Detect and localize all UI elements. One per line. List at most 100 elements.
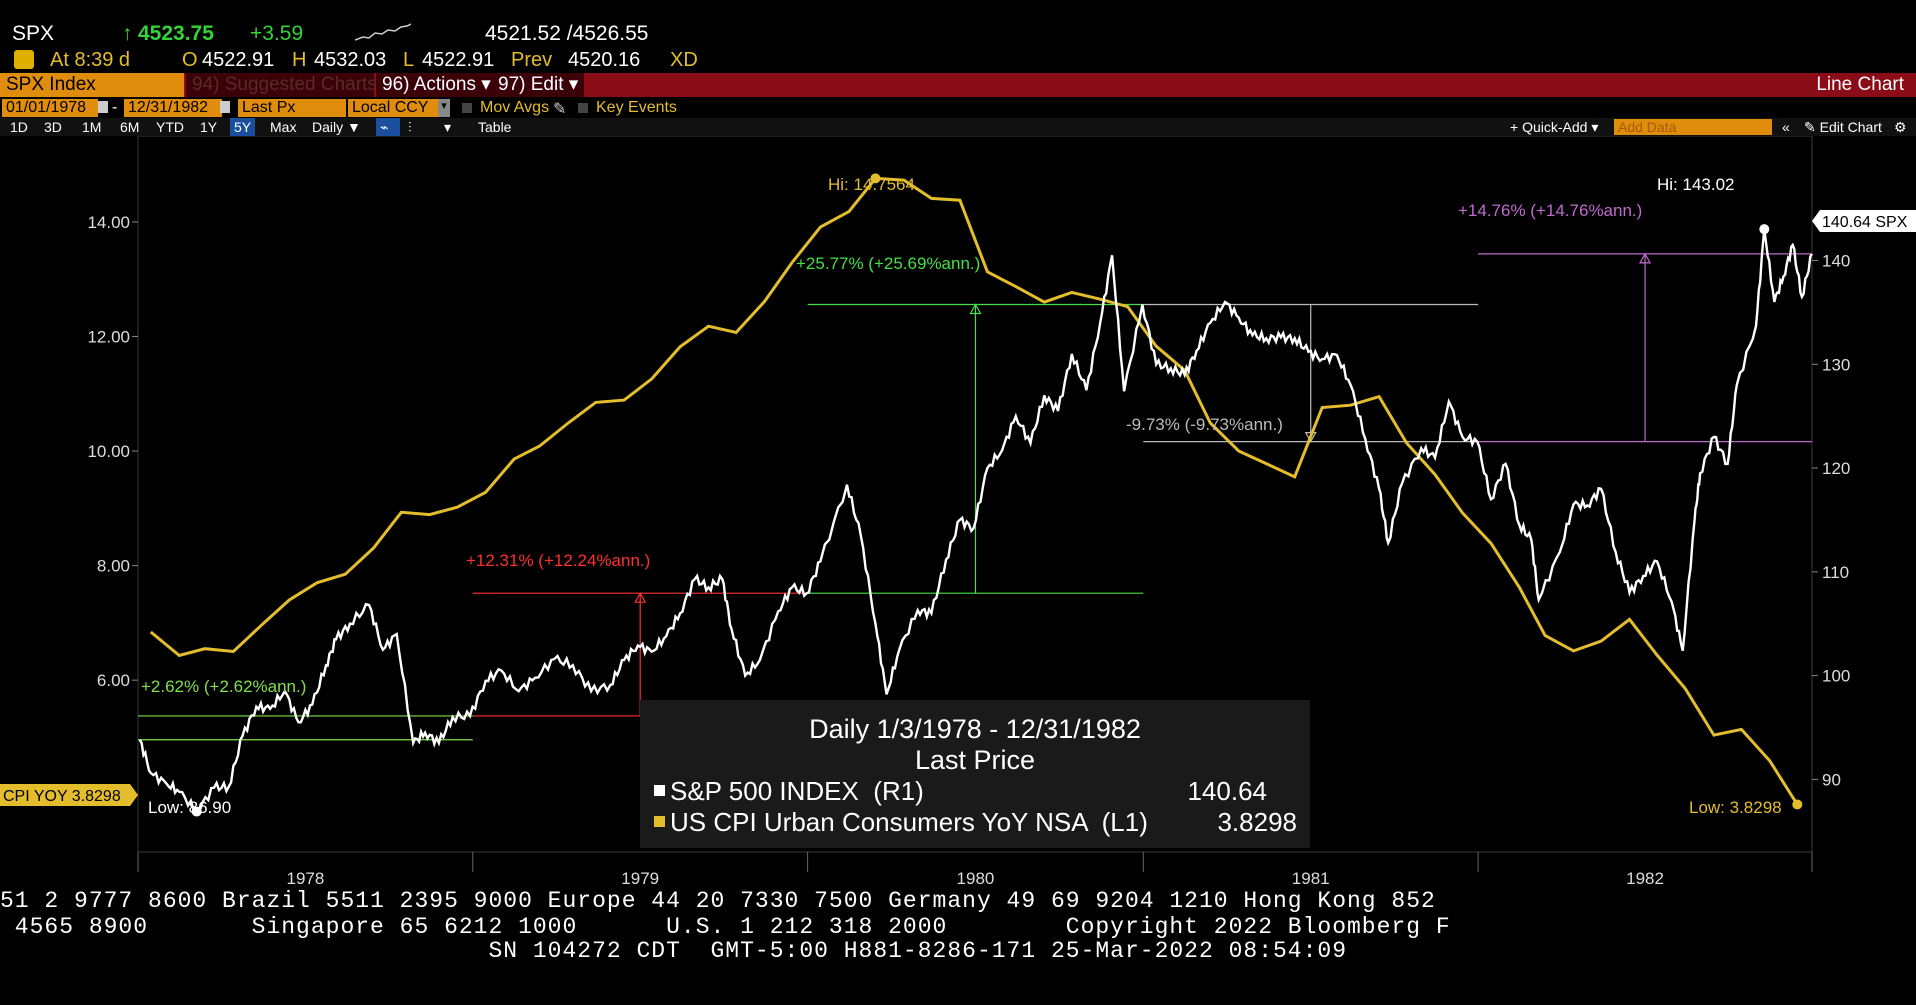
footer-session-line: SN 104272 CDT GMT-5:00 H881-8286-171 25-…	[0, 938, 1348, 964]
clock-icon	[14, 50, 34, 69]
calendar-icon[interactable]	[98, 101, 108, 113]
mov-avgs-checkbox[interactable]	[462, 103, 472, 113]
add-data-input[interactable]: Add Data	[1614, 119, 1772, 135]
currency-select[interactable]: Local CCY	[348, 99, 442, 117]
edit-chart-button[interactable]: ✎ Edit Chart	[1804, 119, 1882, 135]
measure-arrowhead	[969, 303, 982, 315]
measure-arrowhead	[634, 591, 647, 603]
marker-spx-high	[1759, 224, 1770, 235]
extreme-markers	[191, 173, 1803, 817]
up-arrow-icon: ↑	[122, 22, 133, 45]
last-value-tag-spx: 140.64 SPX	[1812, 210, 1916, 232]
chevron-down-icon[interactable]: ▾	[444, 119, 452, 135]
period-5y[interactable]: 5Y	[230, 118, 256, 136]
measure-arrowhead	[1639, 252, 1652, 264]
table-button[interactable]: Table	[478, 119, 512, 135]
legend-label-cpi: US CPI Urban Consumers YoY NSA (L1)	[670, 807, 1148, 837]
period-6m[interactable]: 6M	[120, 119, 140, 135]
bid-ask: 4521.52 /4526.55	[485, 22, 649, 45]
tag-text-spx: 140.64 SPX	[1822, 214, 1908, 231]
open-value: 4522.91	[202, 49, 275, 71]
tag-text-cpi: CPI YOY 3.8298	[3, 788, 121, 805]
right-tick-label: 90	[1822, 770, 1841, 789]
frequency-label: Daily	[312, 119, 344, 135]
legend-subtitle: Last Price	[915, 745, 1035, 775]
mov-avgs-label: Mov Avgs	[480, 99, 550, 116]
left-tick-label: 6.00	[97, 671, 130, 690]
pencil-icon[interactable]: ✎	[553, 101, 567, 118]
x-tick-label: 1981	[1292, 869, 1330, 888]
quick-add-button[interactable]: + Quick-Add ▾	[1510, 119, 1599, 135]
marker-cpi-low	[1792, 799, 1803, 810]
actions-label: 96) Actions	[382, 74, 476, 95]
series-line-spx	[138, 229, 1814, 813]
start-date-field[interactable]: 01/01/1978	[2, 99, 98, 117]
period-1y[interactable]: 1Y	[200, 119, 218, 135]
gear-icon[interactable]: ⚙	[1894, 119, 1907, 135]
left-tick-label: 10.00	[87, 442, 130, 461]
measure-label-1979: +12.31% (+12.24%ann.)	[466, 551, 650, 570]
edit-chart-label: Edit Chart	[1819, 119, 1882, 135]
ticker-symbol[interactable]: SPX	[12, 22, 55, 45]
quote-detail-row: At 8:39 d O 4522.91 H 4532.03 L 4522.91 …	[0, 49, 1916, 71]
collapse-icon[interactable]: «	[1782, 119, 1790, 135]
period-1m[interactable]: 1M	[82, 119, 102, 135]
edit-label: 97) Edit	[498, 74, 564, 95]
chevron-down-icon[interactable]: ▾	[438, 99, 450, 117]
security-field[interactable]: SPX Index	[0, 73, 184, 97]
period-1d[interactable]: 1D	[10, 119, 28, 135]
legend-swatch-cpi	[654, 816, 665, 827]
x-tick-label: 1979	[621, 869, 659, 888]
legend-title: Daily 1/3/1978 - 12/31/1982	[809, 714, 1141, 744]
legend-swatch-spx	[654, 785, 665, 796]
calendar-icon[interactable]	[220, 101, 230, 113]
frequency-select[interactable]: Daily ▼	[312, 119, 361, 135]
key-events-checkbox[interactable]	[578, 103, 588, 113]
tag-shape-cpi	[0, 784, 138, 806]
high-label: H	[292, 49, 307, 71]
left-tick-label: 12.00	[87, 327, 130, 346]
tag-shape-spx	[1812, 210, 1916, 232]
period-ytd[interactable]: YTD	[156, 119, 184, 135]
chevron-down-icon: ▾	[568, 74, 579, 95]
quote-header: SPX ↑ 4523.75 +3.59 4521.52 /4526.55	[0, 0, 1916, 49]
annotation-spx-low: Low: 86.90	[148, 798, 231, 817]
chevron-down-icon: ▾	[481, 74, 491, 95]
right-tick-label: 140	[1822, 252, 1850, 271]
x-tick-label: 1982	[1626, 869, 1664, 888]
left-tick-label: 8.00	[97, 557, 130, 576]
legend-value-spx: 140.64	[1187, 776, 1267, 806]
quote-time: At 8:39 d	[50, 49, 131, 71]
annotation-cpi-low: Low: 3.8298	[1689, 798, 1782, 817]
period-bar: 1D 3D 1M 6M YTD 1Y 5Y Max Daily ▼ ⌁ ⫶ ▾ …	[0, 118, 1916, 136]
annotation-spx-high: Hi: 143.02	[1657, 175, 1735, 194]
measure-label-1982: +14.76% (+14.76%ann.)	[1458, 201, 1642, 220]
plot-frame	[137, 136, 1813, 853]
date-separator: -	[112, 99, 118, 116]
annotation-cpi-high: Hi: 14.7564	[828, 175, 915, 194]
end-date-field[interactable]: 12/31/1982	[124, 99, 222, 117]
quick-add-label: + Quick-Add	[1510, 119, 1588, 135]
low-value: 4522.91	[422, 49, 495, 71]
bar-chart-icon[interactable]: ⫶	[408, 119, 412, 135]
right-tick-label: 110	[1822, 563, 1849, 582]
actions-menu[interactable]: 96) Actions ▾	[376, 73, 497, 97]
left-tick-label: 14.00	[87, 213, 130, 232]
measure-label-1978: +2.62% (+2.62%ann.)	[141, 677, 306, 696]
price-field-select[interactable]: Last Px	[238, 99, 346, 117]
marker-spx-low	[191, 806, 202, 817]
period-max[interactable]: Max	[270, 119, 297, 135]
measure-annotations	[138, 252, 1812, 741]
legend-label-spx: S&P 500 INDEX (R1)	[670, 776, 924, 806]
footer-contacts-line2: 4565 8900 Singapore 65 6212 1000 U.S. 1 …	[0, 914, 1451, 940]
add-data-placeholder: Add Data	[1618, 119, 1677, 135]
line-chart-icon[interactable]: ⌁	[376, 118, 400, 136]
measure-label-1980: +25.77% (+25.69%ann.)	[796, 254, 980, 273]
xd-flag: XD	[670, 49, 698, 71]
sparkline-icon	[355, 23, 411, 41]
chart-settings-row: 01/01/1978 - 12/31/1982 Last Px Local CC…	[0, 98, 1916, 118]
period-3d[interactable]: 3D	[44, 119, 62, 135]
suggested-charts-button[interactable]: 94) Suggested Charts	[186, 73, 377, 97]
edit-menu[interactable]: 97) Edit ▾	[492, 73, 585, 97]
